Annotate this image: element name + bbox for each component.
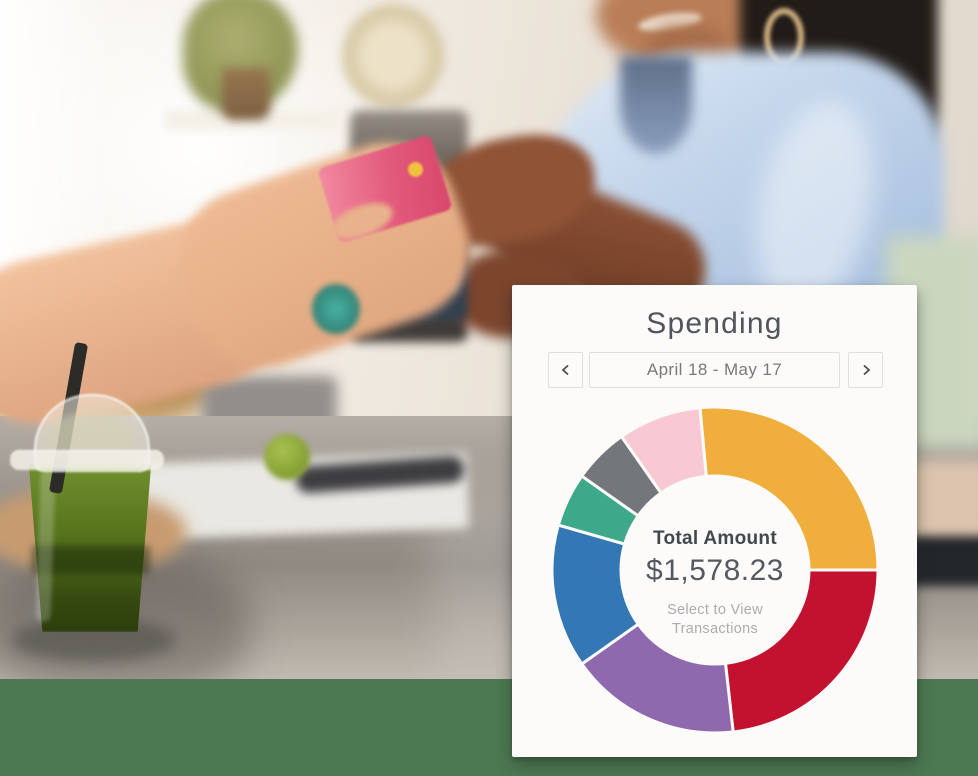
counter-object — [906, 536, 978, 586]
wall-clock — [342, 4, 444, 108]
plant-pot — [222, 68, 270, 120]
previous-period-button[interactable] — [548, 352, 583, 388]
shirt-collar — [620, 56, 692, 154]
shelf — [165, 110, 340, 130]
lime — [264, 434, 310, 480]
cup-lid-rim — [10, 450, 164, 470]
chevron-right-icon — [862, 364, 870, 376]
donut-segment-red[interactable] — [723, 568, 880, 734]
spending-card: Spending April 18 - May 17 Total Amount … — [512, 285, 917, 757]
smoothie-band — [32, 546, 150, 574]
credit-card-logo — [408, 162, 423, 177]
donut-segment-amber[interactable] — [698, 405, 880, 572]
date-navigation: April 18 - May 17 — [512, 352, 917, 388]
bracelet — [312, 284, 360, 334]
next-period-button[interactable] — [848, 352, 883, 388]
spending-donut-chart — [547, 402, 883, 738]
page-title: Spending — [646, 307, 783, 340]
chevron-left-icon — [561, 364, 569, 376]
date-range-display[interactable]: April 18 - May 17 — [589, 352, 840, 388]
donut-chart — [550, 405, 880, 735]
donut-segment-pink[interactable] — [620, 406, 708, 495]
